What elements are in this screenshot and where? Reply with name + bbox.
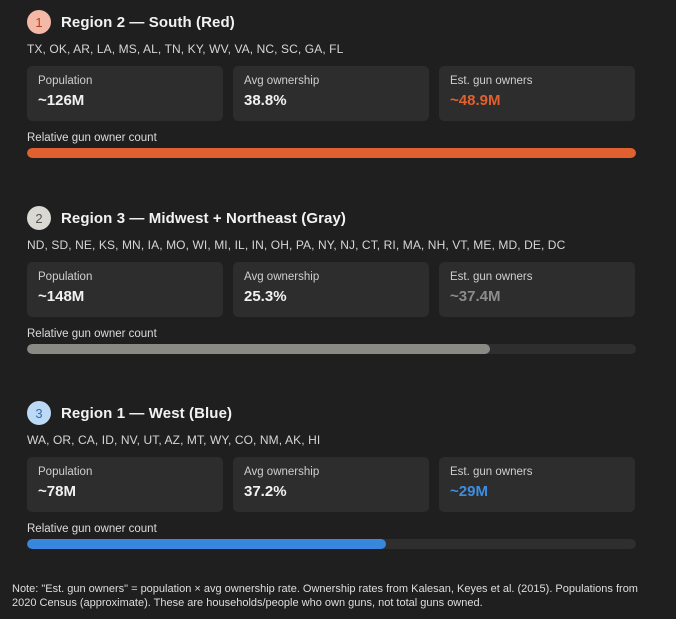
population-card: Population ~126M bbox=[27, 66, 223, 121]
gun-owners-label: Est. gun owners bbox=[450, 466, 533, 478]
population-card: Population ~78M bbox=[27, 457, 223, 512]
gun-owners-label: Est. gun owners bbox=[450, 271, 533, 283]
gun-owners-value: ~48.9M bbox=[450, 92, 501, 109]
gun-owner-bar-fill bbox=[27, 344, 490, 354]
ownership-label: Avg ownership bbox=[244, 466, 320, 478]
gun-owner-bar-track bbox=[27, 539, 636, 549]
region-title: Region 3 — Midwest + Northeast (Gray) bbox=[61, 209, 347, 227]
region-title: Region 1 — West (Blue) bbox=[61, 404, 233, 422]
gun-owners-value: ~37.4M bbox=[450, 288, 501, 305]
region-states-list: ND, SD, NE, KS, MN, IA, MO, WI, MI, IL, … bbox=[27, 238, 566, 252]
ownership-label: Avg ownership bbox=[244, 271, 320, 283]
ownership-value: 25.3% bbox=[244, 288, 287, 305]
gun-owner-bar-fill bbox=[27, 539, 387, 549]
gun-owner-bar-track bbox=[27, 148, 636, 158]
gun-owner-bar-track bbox=[27, 344, 636, 354]
region-header: 1 Region 2 — South (Red) bbox=[27, 10, 636, 34]
region-number-badge: 2 bbox=[27, 206, 51, 230]
gun-owners-value: ~29M bbox=[450, 483, 488, 500]
ownership-card: Avg ownership 37.2% bbox=[233, 457, 429, 512]
region-south: 1 Region 2 — South (Red) TX, OK, AR, LA,… bbox=[27, 10, 636, 158]
region-number-badge: 1 bbox=[27, 10, 51, 34]
population-value: ~148M bbox=[38, 288, 85, 305]
population-label: Population bbox=[38, 75, 93, 87]
region-number-badge: 3 bbox=[27, 401, 51, 425]
ownership-value: 37.2% bbox=[244, 483, 287, 500]
gun-owners-label: Est. gun owners bbox=[450, 75, 533, 87]
region-west: 3 Region 1 — West (Blue) WA, OR, CA, ID,… bbox=[27, 401, 636, 549]
ownership-label: Avg ownership bbox=[244, 75, 320, 87]
gun-owners-card: Est. gun owners ~29M bbox=[439, 457, 635, 512]
footnote: Note: "Est. gun owners" = population × a… bbox=[12, 583, 638, 609]
population-value: ~78M bbox=[38, 483, 76, 500]
bar-label: Relative gun owner count bbox=[27, 328, 157, 340]
ownership-value: 38.8% bbox=[244, 92, 287, 109]
region-header: 2 Region 3 — Midwest + Northeast (Gray) bbox=[27, 206, 636, 230]
gun-owner-bar-fill bbox=[27, 148, 636, 158]
ownership-card: Avg ownership 38.8% bbox=[233, 66, 429, 121]
population-label: Population bbox=[38, 271, 93, 283]
gun-owners-card: Est. gun owners ~37.4M bbox=[439, 262, 635, 317]
stat-cards: Population ~78M Avg ownership 37.2% Est.… bbox=[27, 457, 636, 512]
region-states-list: WA, OR, CA, ID, NV, UT, AZ, MT, WY, CO, … bbox=[27, 433, 321, 447]
population-value: ~126M bbox=[38, 92, 85, 109]
region-title: Region 2 — South (Red) bbox=[61, 13, 235, 31]
stat-cards: Population ~148M Avg ownership 25.3% Est… bbox=[27, 262, 636, 317]
region-midwest-northeast: 2 Region 3 — Midwest + Northeast (Gray) … bbox=[27, 206, 636, 354]
bar-label: Relative gun owner count bbox=[27, 132, 157, 144]
ownership-card: Avg ownership 25.3% bbox=[233, 262, 429, 317]
population-card: Population ~148M bbox=[27, 262, 223, 317]
bar-label: Relative gun owner count bbox=[27, 523, 157, 535]
region-states-list: TX, OK, AR, LA, MS, AL, TN, KY, WV, VA, … bbox=[27, 42, 344, 56]
region-header: 3 Region 1 — West (Blue) bbox=[27, 401, 636, 425]
population-label: Population bbox=[38, 466, 93, 478]
gun-owners-card: Est. gun owners ~48.9M bbox=[439, 66, 635, 121]
stat-cards: Population ~126M Avg ownership 38.8% Est… bbox=[27, 66, 636, 121]
